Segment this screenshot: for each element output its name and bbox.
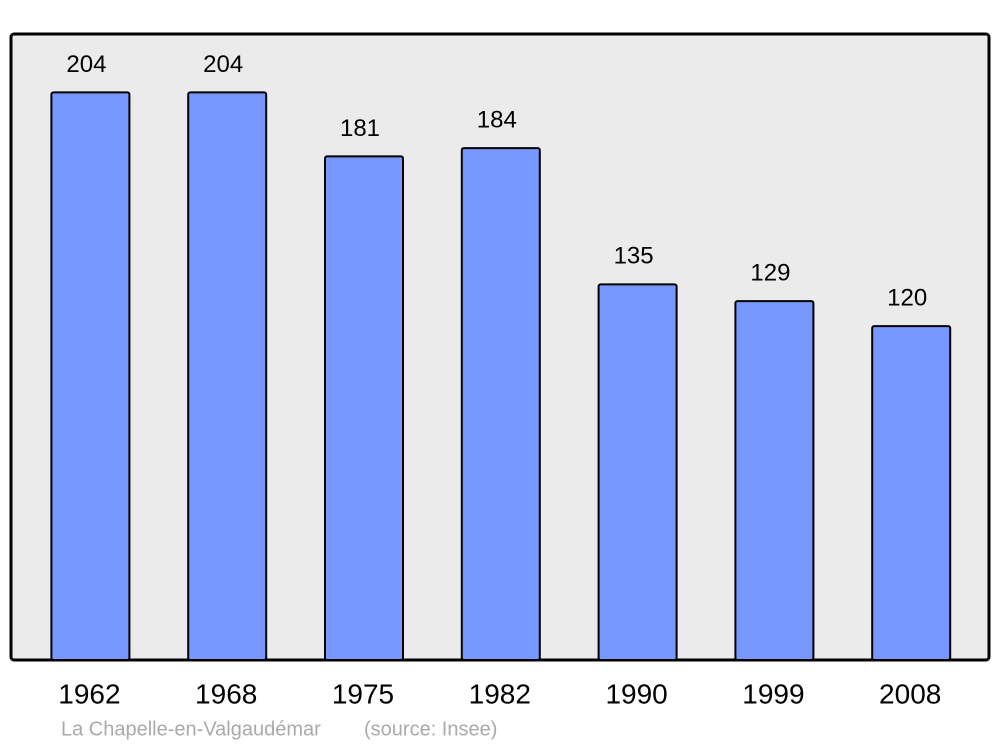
value-label: 120 <box>887 284 927 311</box>
value-label: 181 <box>340 115 380 142</box>
value-label: 204 <box>203 51 243 78</box>
value-label: 184 <box>477 106 517 133</box>
value-label: 204 <box>66 51 106 78</box>
bar <box>50 91 131 661</box>
value-label: 135 <box>614 243 654 270</box>
bars <box>50 91 952 661</box>
caption: La Chapelle-en-Valgaudémar <box>61 718 321 740</box>
bar <box>871 325 952 661</box>
value-label: 129 <box>750 259 790 286</box>
x-tick-label: 1975 <box>332 678 394 709</box>
bar <box>324 155 404 661</box>
x-tick-label: 1990 <box>605 678 667 709</box>
bar <box>734 300 815 661</box>
bar <box>460 147 541 661</box>
bar <box>597 283 678 661</box>
x-tick-label: 2008 <box>879 678 941 709</box>
x-tick-label: 1982 <box>469 678 531 709</box>
source: (source: Insee) <box>364 718 497 740</box>
bar <box>187 91 268 661</box>
x-tick-label: 1962 <box>58 678 120 709</box>
x-tick-label: 1968 <box>195 678 257 709</box>
x-tick-label: 1999 <box>742 678 804 709</box>
